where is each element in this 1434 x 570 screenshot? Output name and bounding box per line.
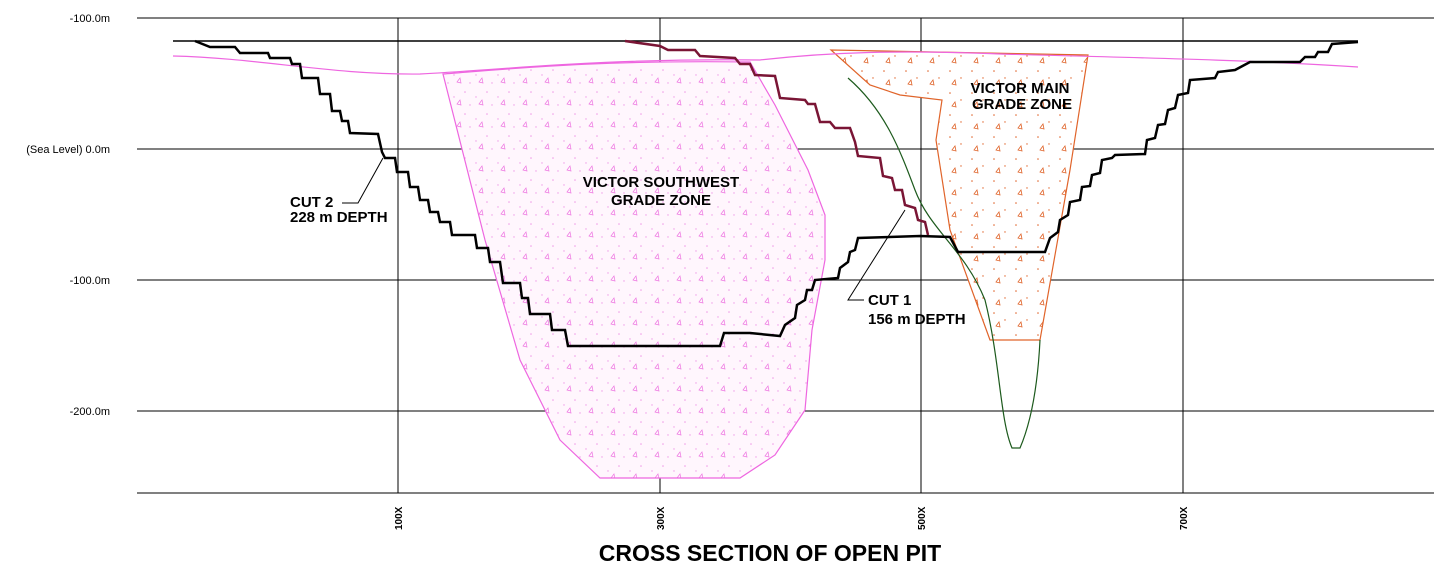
cut-2-leader [342,158,383,203]
zone-label: GRADE ZONE [611,192,711,209]
easting-label: 100X [394,506,405,530]
title: CROSS SECTION OF OPEN PIT [599,540,941,566]
zone-label: VICTOR MAIN [971,80,1070,97]
easting-label: 700X [1179,506,1190,530]
zone-label: GRADE ZONE [972,96,1072,113]
elevation-label: -100.0m [70,275,110,287]
topography [173,52,1358,74]
easting-label: 500X [917,506,928,530]
cut-1-leader [848,210,905,300]
zone-label: VICTOR SOUTHWEST [583,174,739,191]
cross-section: -100.0m (Sea Level) 0.0m -100.0m -200.0m… [0,0,1434,570]
easting-label: 300X [656,506,667,530]
cut-depth: 228 m DEPTH [290,209,388,226]
elevation-label: -200.0m [70,406,110,418]
cut-name: CUT 1 [868,292,911,309]
cut-depth: 156 m DEPTH [868,311,966,328]
elevation-label: (Sea Level) 0.0m [26,144,110,156]
elevation-label: -100.0m [70,13,110,25]
